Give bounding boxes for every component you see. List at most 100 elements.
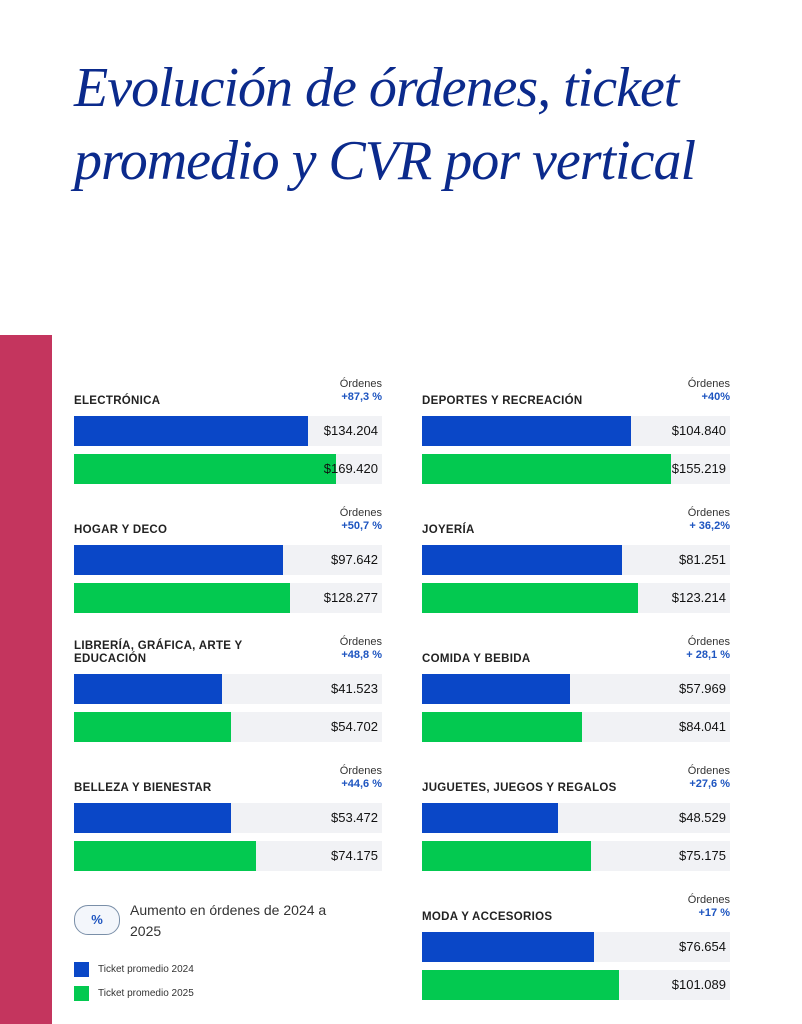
value-label-2025: $101.089 (671, 977, 726, 992)
category-label: DEPORTES Y RECREACIÓN (422, 395, 583, 407)
bar-track-2024: $53.472 (74, 803, 382, 833)
orders-label: Órdenes (687, 765, 730, 777)
category-label: JOYERÍA (422, 524, 475, 536)
panel-6: COMIDA Y BEBIDA Órdenes + 28,1 % $57.969… (422, 636, 730, 742)
orders-label: Órdenes (687, 378, 730, 390)
value-label-2025: $155.219 (671, 461, 726, 476)
value-label-2025: $123.214 (671, 590, 726, 605)
orders-change-value: +48,8 % (341, 649, 382, 661)
bar-2024 (422, 803, 558, 833)
value-label-2024: $57.969 (679, 681, 726, 696)
bar-2025 (74, 454, 336, 484)
orders-label: Órdenes (687, 894, 730, 906)
bar-track-2024: $104.840 (422, 416, 730, 446)
page-title: Evolución de órdenes, ticket promedio y … (74, 57, 696, 192)
category-label: BELLEZA Y BIENESTAR (74, 782, 212, 794)
bar-2024 (74, 545, 284, 575)
panel-header: DEPORTES Y RECREACIÓN Órdenes +40% (422, 378, 730, 410)
value-label-2025: $74.175 (331, 848, 378, 863)
value-label-2025: $169.420 (323, 461, 378, 476)
panel-0: ELECTRÓNICA Órdenes +87,3 % $134.204 $16… (74, 378, 382, 484)
category-label: MODA Y ACCESORIOS (422, 911, 553, 923)
value-label-2024: $81.251 (679, 552, 726, 567)
value-label-2025: $54.702 (331, 719, 378, 734)
bar-track-2024: $134.204 (74, 416, 382, 446)
value-label-2025: $75.175 (679, 848, 726, 863)
panel-7: JUGUETES, JUEGOS Y REGALOS Órdenes +27,6… (422, 765, 730, 871)
value-label-2024: $41.523 (331, 681, 378, 696)
bar-track-2025: $155.219 (422, 454, 730, 484)
bar-2025 (422, 712, 583, 742)
orders-change: Órdenes +48,8 % (320, 636, 382, 662)
bar-2025 (422, 970, 620, 1000)
bar-2024 (422, 416, 632, 446)
bar-2024 (74, 803, 232, 833)
percent-legend-text: Aumento en órdenes de 2024 a 2025 (130, 902, 327, 939)
bar-track-2025: $123.214 (422, 583, 730, 613)
panel-header: MODA Y ACCESORIOS Órdenes +17 % (422, 894, 730, 926)
value-label-2024: $134.204 (323, 423, 378, 438)
value-label-2024: $53.472 (331, 810, 378, 825)
bar-track-2024: $97.642 (74, 545, 382, 575)
panel-5: JOYERÍA Órdenes + 36,2% $81.251 $123.214 (422, 507, 730, 613)
bar-track-2025: $74.175 (74, 841, 382, 871)
orders-change: Órdenes + 28,1 % (668, 636, 730, 662)
panel-1: HOGAR Y DECO Órdenes +50,7 % $97.642 $12… (74, 507, 382, 613)
orders-change-value: +44,6 % (341, 778, 382, 790)
bar-2024 (422, 545, 623, 575)
category-label: JUGUETES, JUEGOS Y REGALOS (422, 782, 617, 794)
orders-change: Órdenes +50,7 % (320, 507, 382, 533)
bar-track-2025: $75.175 (422, 841, 730, 871)
panel-header: JOYERÍA Órdenes + 36,2% (422, 507, 730, 539)
orders-change-value: + 36,2% (689, 520, 730, 532)
orders-label: Órdenes (687, 507, 730, 519)
bar-track-2024: $57.969 (422, 674, 730, 704)
bar-track-2025: $128.277 (74, 583, 382, 613)
bar-2024 (422, 932, 595, 962)
orders-change-value: +17 % (698, 907, 731, 919)
bar-2025 (74, 841, 256, 871)
orders-change: Órdenes +87,3 % (320, 378, 382, 404)
value-label-2025: $84.041 (679, 719, 726, 734)
legend-item-2025: Ticket promedio 2025 (74, 986, 194, 1001)
orders-change-value: + 28,1 % (686, 649, 730, 661)
panel-header: JUGUETES, JUEGOS Y REGALOS Órdenes +27,6… (422, 765, 730, 797)
panel-3: BELLEZA Y BIENESTAR Órdenes +44,6 % $53.… (74, 765, 382, 871)
bar-track-2024: $48.529 (422, 803, 730, 833)
panel-header: ELECTRÓNICA Órdenes +87,3 % (74, 378, 382, 410)
orders-change: Órdenes +40% (668, 378, 730, 404)
bar-track-2025: $169.420 (74, 454, 382, 484)
bar-2025 (422, 454, 672, 484)
bar-2024 (422, 674, 570, 704)
orders-label: Órdenes (339, 636, 382, 648)
panel-header: LIBRERÍA, GRÁFICA, ARTE Y EDUCACIÓN Órde… (74, 636, 382, 668)
category-label: ELECTRÓNICA (74, 395, 161, 407)
orders-label: Órdenes (687, 636, 730, 648)
value-label-2024: $104.840 (671, 423, 726, 438)
legend-label: Ticket promedio 2025 (98, 988, 194, 999)
orders-change-value: +50,7 % (341, 520, 382, 532)
bar-2025 (74, 712, 232, 742)
orders-label: Órdenes (339, 378, 382, 390)
bar-track-2024: $76.654 (422, 932, 730, 962)
orders-label: Órdenes (339, 765, 382, 777)
panel-header: COMIDA Y BEBIDA Órdenes + 28,1 % (422, 636, 730, 668)
bar-track-2024: $41.523 (74, 674, 382, 704)
legend-swatch-2024 (74, 962, 89, 977)
legend-swatch-2025 (74, 986, 89, 1001)
bar-track-2025: $101.089 (422, 970, 730, 1000)
percent-badge-icon: % (74, 905, 120, 935)
orders-change-value: +87,3 % (341, 391, 382, 403)
legend-item-2024: Ticket promedio 2024 (74, 962, 194, 977)
category-label: COMIDA Y BEBIDA (422, 653, 531, 665)
panel-2: LIBRERÍA, GRÁFICA, ARTE Y EDUCACIÓN Órde… (74, 636, 382, 742)
category-label: LIBRERÍA, GRÁFICA, ARTE Y EDUCACIÓN (74, 640, 243, 665)
bar-2024 (74, 416, 309, 446)
panel-4: DEPORTES Y RECREACIÓN Órdenes +40% $104.… (422, 378, 730, 484)
value-label-2024: $76.654 (679, 939, 726, 954)
value-label-2024: $97.642 (331, 552, 378, 567)
orders-change-value: +27,6 % (689, 778, 730, 790)
bar-2025 (422, 841, 592, 871)
bar-2025 (74, 583, 290, 613)
bar-track-2024: $81.251 (422, 545, 730, 575)
